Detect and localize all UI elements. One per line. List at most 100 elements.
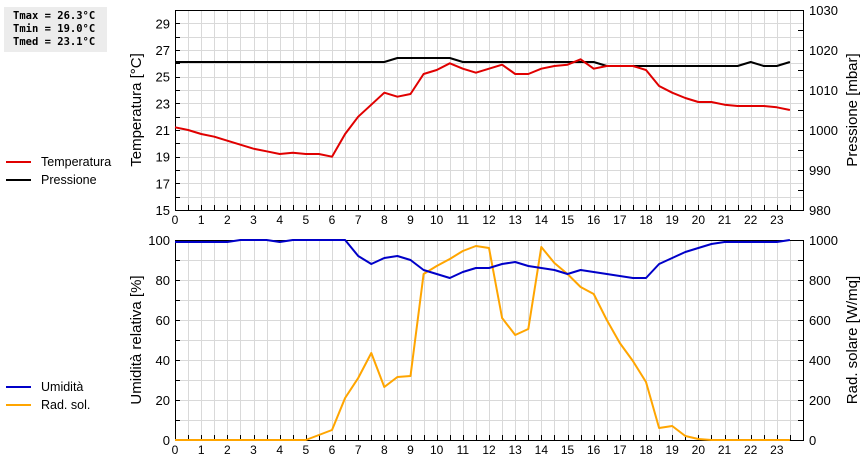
x-tick-label: 7 xyxy=(355,443,362,457)
x-tick-label: 23 xyxy=(770,443,784,457)
x-tick-label: 13 xyxy=(508,443,522,457)
grid xyxy=(175,10,803,210)
legend-label: Temperatura xyxy=(41,155,112,169)
y-tick-label: 0 xyxy=(163,433,170,448)
plot-frame xyxy=(175,10,804,211)
y2-tick-label: 980 xyxy=(809,203,831,218)
y-tick-label: 21 xyxy=(156,123,170,138)
x-tick-label: 2 xyxy=(224,443,231,457)
tmin-label: Tmin = 19.0°C xyxy=(13,23,96,35)
y2-tick-label: 600 xyxy=(809,313,831,328)
x-tick-label: 19 xyxy=(665,213,679,227)
x-tick-label: 10 xyxy=(430,443,444,457)
y-tick-label: 29 xyxy=(156,16,170,31)
y2-axis-title: Pressione [mbar] xyxy=(844,53,860,166)
temperature-stats-box: Tmax = 26.3°C Tmin = 19.0°C Tmed = 23.1°… xyxy=(4,7,107,52)
y2-tick-label: 400 xyxy=(809,353,831,368)
x-tick-label: 11 xyxy=(457,443,470,457)
legend-label: Rad. sol. xyxy=(41,398,91,412)
series-umidit- xyxy=(175,239,791,279)
x-tick-label: 13 xyxy=(508,213,522,227)
x-tick-label: 12 xyxy=(482,443,496,457)
x-tick-label: 21 xyxy=(718,443,732,457)
legend-label: Pressione xyxy=(41,173,97,187)
x-tick-label: 23 xyxy=(770,213,784,227)
y-tick-label: 20 xyxy=(156,393,170,408)
x-tick-label: 22 xyxy=(744,443,758,457)
y2-tick-label: 800 xyxy=(809,273,831,288)
x-tick-label: 1 xyxy=(198,443,205,457)
x-tick-label: 9 xyxy=(407,443,414,457)
tmax-label: Tmax = 26.3°C xyxy=(13,10,96,22)
legend-bottom: Umidità Rad. sol. xyxy=(6,378,90,414)
x-tick-label: 21 xyxy=(718,213,732,227)
y2-tick-label: 1030 xyxy=(809,3,838,18)
x-tick-label: 17 xyxy=(613,213,627,227)
x-tick-label: 16 xyxy=(587,213,601,227)
legend-item-temperatura: Temperatura xyxy=(6,153,111,171)
humidity-line-swatch xyxy=(6,386,31,388)
y-tick-label: 100 xyxy=(148,233,170,248)
x-tick-label: 8 xyxy=(381,213,388,227)
radiation-line-swatch xyxy=(6,404,31,406)
y-tick-label: 60 xyxy=(156,313,170,328)
x-tick-label: 5 xyxy=(302,443,309,457)
y-tick-label: 23 xyxy=(156,96,170,111)
y-tick-label: 15 xyxy=(156,203,170,218)
legend-item-umidita: Umidità xyxy=(6,378,90,396)
x-tick-label: 14 xyxy=(535,443,549,457)
x-tick-label: 2 xyxy=(224,213,231,227)
y-tick-label: 19 xyxy=(156,150,170,165)
x-tick-label: 6 xyxy=(329,443,336,457)
x-tick-label: 14 xyxy=(535,213,549,227)
legend-item-pressione: Pressione xyxy=(6,171,111,189)
y-tick-label: 17 xyxy=(156,176,170,191)
x-tick-label: 0 xyxy=(172,213,179,227)
tmed-label: Tmed = 23.1°C xyxy=(13,36,96,48)
x-tick-label: 6 xyxy=(329,213,336,227)
y2-axis-title: Rad. solare [W/mq] xyxy=(844,276,860,404)
x-tick-label: 22 xyxy=(744,213,758,227)
x-tick-label: 20 xyxy=(692,443,706,457)
x-tick-label: 12 xyxy=(482,213,496,227)
legend-label: Umidità xyxy=(41,380,84,394)
y-axis-title: Temperatura [°C] xyxy=(128,53,145,167)
temperature-pressure-chart: 0 1 2 3 4 5 6 7 8 9 10 11 12 13 14 15 16 17 18 19 20 21 22 2315… xyxy=(128,3,860,227)
y-tick-label: 40 xyxy=(156,353,170,368)
x-tick-label: 1 xyxy=(198,213,205,227)
pressure-line-swatch xyxy=(6,179,31,181)
x-tick-label: 17 xyxy=(613,443,627,457)
x-tick-label: 19 xyxy=(665,443,679,457)
series-temperatura xyxy=(174,58,791,158)
x-tick-label: 18 xyxy=(639,213,653,227)
y2-tick-label: 200 xyxy=(809,393,831,408)
x-tick-label: 18 xyxy=(639,443,653,457)
y-tick-label: 25 xyxy=(156,70,170,85)
y2-tick-label: 1020 xyxy=(809,43,838,58)
x-tick-label: 5 xyxy=(302,213,309,227)
x-tick-label: 3 xyxy=(250,213,257,227)
y2-tick-label: 1010 xyxy=(809,83,838,98)
grid xyxy=(175,240,803,440)
x-tick-label: 9 xyxy=(407,213,414,227)
series-rad-sol- xyxy=(175,245,790,441)
x-tick-label: 0 xyxy=(172,443,179,457)
y2-tick-label: 990 xyxy=(809,163,831,178)
legend-item-rad-sol: Rad. sol. xyxy=(6,396,90,414)
x-tick-label: 15 xyxy=(561,213,575,227)
x-tick-label: 16 xyxy=(587,443,601,457)
series-pressione xyxy=(175,57,791,67)
x-tick-label: 4 xyxy=(276,443,283,457)
temperature-line-swatch xyxy=(6,161,31,163)
x-tick-label: 7 xyxy=(355,213,362,227)
x-tick-label: 20 xyxy=(692,213,706,227)
humidity-radiation-chart: 0 1 2 3 4 5 6 7 8 9 10 11 12 13 14 15 16 17 18 19 20 21 22 2302… xyxy=(128,233,860,457)
x-tick-label: 3 xyxy=(250,443,257,457)
x-tick-label: 4 xyxy=(276,213,283,227)
y-tick-label: 27 xyxy=(156,43,170,58)
legend-top: Temperatura Pressione xyxy=(6,153,111,189)
y-tick-label: 80 xyxy=(156,273,170,288)
y2-tick-label: 0 xyxy=(809,433,816,448)
x-tick-label: 10 xyxy=(430,213,444,227)
